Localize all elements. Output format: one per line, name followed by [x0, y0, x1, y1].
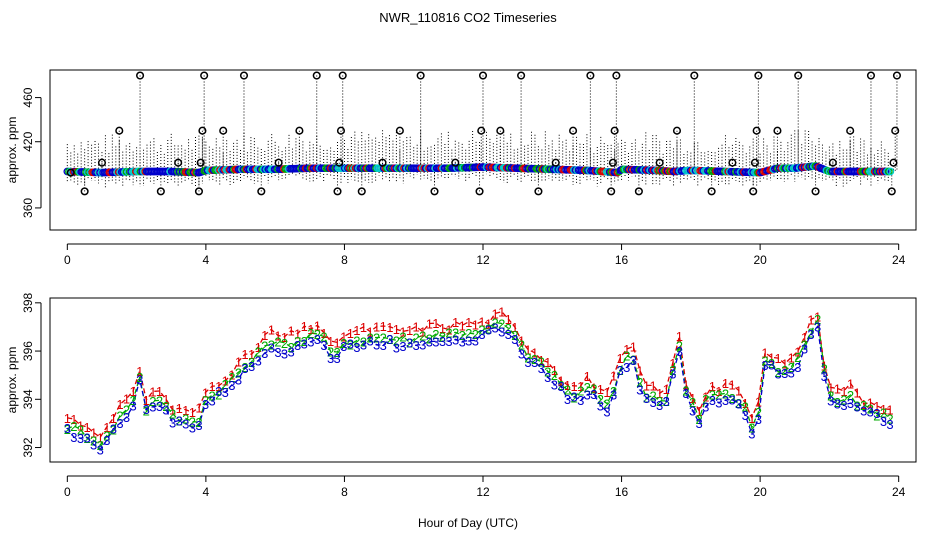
top-y-axis: 360 420 460: [21, 87, 41, 218]
bottom-y-axis-label: approx. ppm: [5, 347, 19, 414]
series-3-marker: 3: [748, 426, 755, 441]
bottom-x-tick-label: 24: [892, 485, 906, 499]
bottom-y-tick-label: 392: [21, 437, 35, 457]
top-y-tick-label: 360: [21, 198, 35, 218]
series-3-marker: 3: [821, 369, 828, 384]
bottom-x-tick-label: 16: [615, 485, 629, 499]
top-x-tick-label: 0: [64, 253, 71, 267]
bottom-x-tick-label: 12: [476, 485, 490, 499]
top-x-tick-label: 24: [892, 253, 906, 267]
series-3-marker: 3: [130, 399, 137, 414]
top-x-tick-label: 16: [615, 253, 629, 267]
bottom-x-tick-label: 20: [753, 485, 767, 499]
series-3-marker: 3: [886, 417, 893, 432]
bottom-x-tick-label: 0: [64, 485, 71, 499]
chart-title: NWR_110816 CO2 Timeseries: [379, 10, 557, 25]
series-3-marker: 3: [682, 386, 689, 401]
series-3-marker: 3: [511, 332, 518, 347]
bottom-y-tick-label: 394: [21, 389, 35, 409]
series-3-marker: 3: [603, 405, 610, 420]
series-3-marker: 3: [676, 344, 683, 359]
top-y-tick-label: 460: [21, 87, 35, 107]
top-x-tick-label: 4: [203, 253, 210, 267]
bottom-y-axis: 392 394 396 398: [21, 292, 41, 457]
series-3-marker: 3: [814, 320, 821, 335]
series-3-marker: 3: [696, 416, 703, 431]
series-3-marker: 3: [801, 341, 808, 356]
series-3-marker: 3: [742, 408, 749, 423]
top-y-axis-label: approx. ppm: [5, 117, 19, 184]
series-3-marker: 3: [755, 412, 762, 427]
top-x-tick-label: 20: [753, 253, 767, 267]
top-x-tick-label: 12: [476, 253, 490, 267]
x-axis-label: Hour of Day (UTC): [418, 516, 518, 530]
bottom-x-tick-label: 8: [341, 485, 348, 499]
top-panel: 0 4 8 12 16 20 24 360 420 460 approx. ppm: [5, 70, 916, 267]
series-3-marker: 3: [669, 366, 676, 381]
top-x-tick-label: 8: [341, 253, 348, 267]
top-data-points: [64, 72, 900, 194]
series-3-marker: 3: [610, 387, 617, 402]
series-3-marker: 3: [663, 394, 670, 409]
bottom-panel: 1 1 1 1 1 1111 11111 111 1 1 1 11 1 1 1 11 1 1 11 1 1 1 1 11 1 1 1…: [5, 292, 916, 499]
series-3-marker: 3: [794, 360, 801, 375]
top-y-tick-label: 420: [21, 131, 35, 151]
series-3-marker: 3: [630, 353, 637, 368]
bottom-y-tick-label: 396: [21, 341, 35, 361]
bottom-x-tick-label: 4: [203, 485, 210, 499]
top-x-axis: 0 4 8 12 16 20 24: [64, 244, 906, 267]
series-3-marker: 3: [136, 373, 143, 388]
bottom-x-axis: 0 4 8 12 16 20 24: [64, 476, 906, 499]
series-3-marker: 3: [195, 418, 202, 433]
figure: NWR_110816 CO2 Timeseries 0 4 8 12 16 20 24 36…: [0, 0, 936, 540]
bottom-y-tick-label: 398: [21, 292, 35, 312]
